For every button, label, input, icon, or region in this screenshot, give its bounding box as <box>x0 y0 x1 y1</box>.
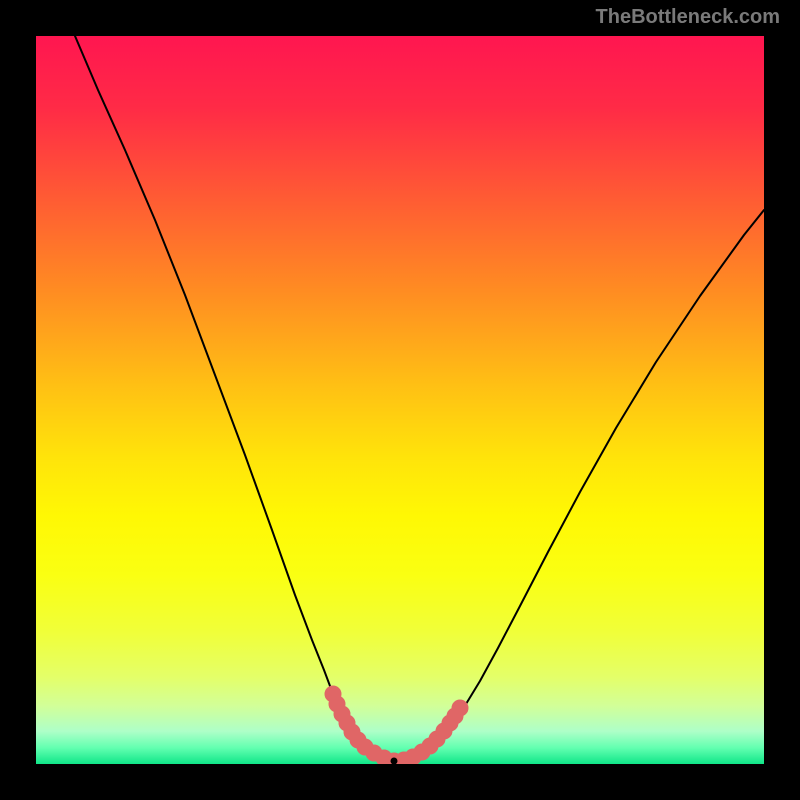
curve-overlay <box>0 0 800 800</box>
watermark-text: TheBottleneck.com <box>596 6 780 29</box>
chart-container: TheBottleneck.com <box>0 0 800 800</box>
